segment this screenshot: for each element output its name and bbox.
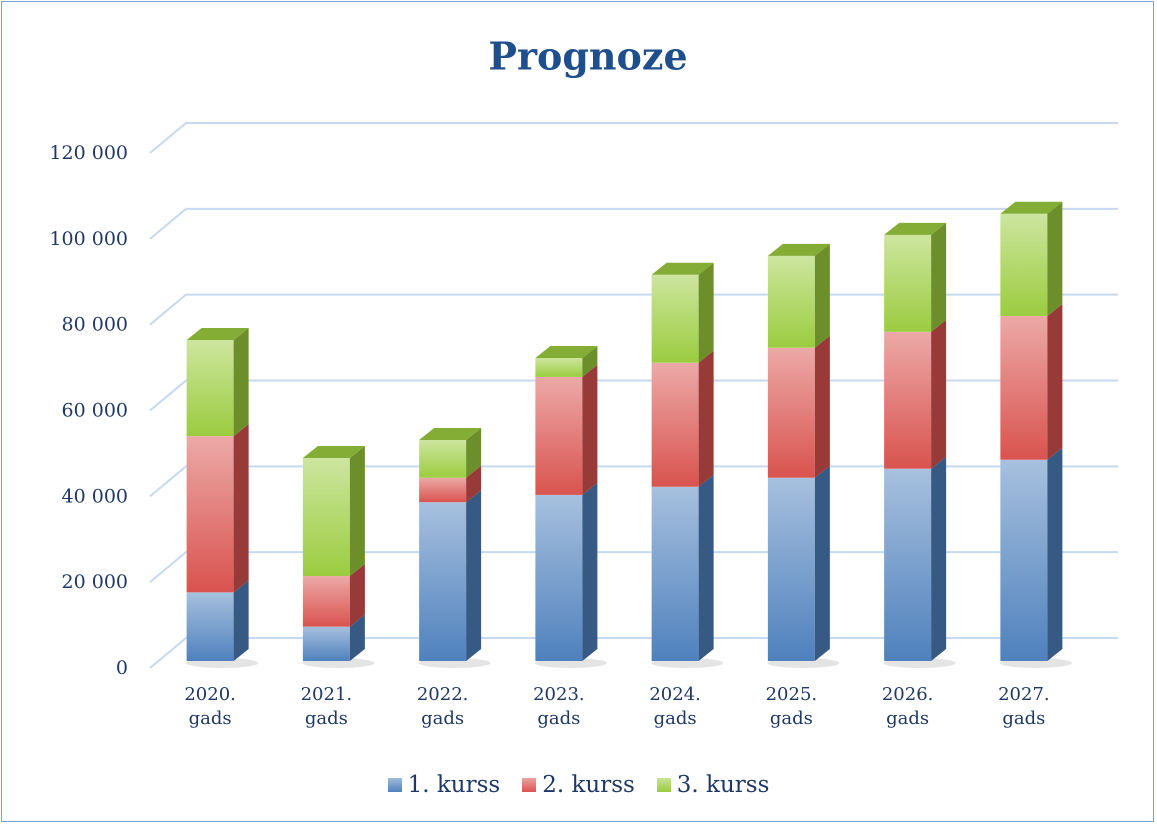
bar bbox=[419, 477, 467, 503]
grid-line bbox=[149, 379, 1118, 412]
bar bbox=[535, 376, 583, 495]
bar-side bbox=[1047, 201, 1063, 316]
bar-side bbox=[233, 327, 249, 437]
y-tick-label: 40 000 bbox=[62, 485, 128, 507]
bar-side bbox=[698, 350, 714, 487]
bar-side bbox=[931, 456, 947, 661]
bar-side bbox=[698, 474, 714, 661]
bar bbox=[884, 331, 932, 469]
bar-side bbox=[814, 335, 830, 478]
bar-side bbox=[349, 614, 365, 661]
bar-side bbox=[466, 465, 482, 503]
legend-item: 2. kurss bbox=[522, 772, 635, 798]
bar bbox=[767, 347, 815, 478]
x-tick-label: 2021. gads bbox=[300, 684, 353, 729]
x-tick-label: 2022. gads bbox=[416, 684, 469, 729]
grid-line bbox=[149, 207, 1118, 240]
bar-side bbox=[814, 465, 830, 661]
bar bbox=[651, 486, 699, 661]
bar bbox=[186, 592, 234, 661]
bar bbox=[1000, 213, 1048, 316]
bar-top bbox=[767, 243, 830, 256]
bar bbox=[186, 339, 234, 437]
bar-side bbox=[582, 364, 598, 495]
y-tick-label: 0 bbox=[116, 657, 128, 679]
x-tick-label: 2027. gads bbox=[998, 684, 1050, 729]
bar bbox=[1000, 315, 1048, 460]
legend-label: 3. kurss bbox=[676, 772, 770, 798]
bar bbox=[1000, 459, 1048, 661]
bar-top bbox=[302, 446, 365, 459]
bar bbox=[884, 468, 932, 661]
x-tick-label: 2023. gads bbox=[533, 684, 585, 729]
bar-side bbox=[466, 427, 482, 478]
grid-line bbox=[149, 293, 1118, 326]
grid-line bbox=[149, 122, 1118, 154]
bar bbox=[302, 576, 350, 627]
bar-side bbox=[233, 580, 249, 661]
y-tick-label: 20 000 bbox=[62, 571, 128, 593]
bar bbox=[767, 477, 815, 661]
bar bbox=[302, 626, 350, 661]
bar bbox=[302, 458, 350, 577]
bar-side bbox=[931, 222, 947, 332]
bar-side bbox=[931, 319, 947, 469]
bar bbox=[535, 494, 583, 661]
y-tick-label: 60 000 bbox=[62, 400, 128, 422]
legend-item: 1. kurss bbox=[387, 772, 501, 798]
y-tick-label: 80 000 bbox=[62, 314, 128, 336]
bar-top bbox=[419, 427, 482, 440]
x-tick-label: 2024. gads bbox=[649, 684, 701, 729]
bar-side bbox=[1047, 303, 1063, 460]
chart-title: Prognoze bbox=[488, 34, 687, 79]
bar bbox=[767, 255, 815, 348]
bar-top bbox=[1000, 201, 1063, 214]
legend-swatch bbox=[387, 778, 402, 792]
grid-line bbox=[149, 637, 1118, 669]
legend: 1. kurss 2. kurss 3. kurss bbox=[0, 772, 1157, 798]
bar-side bbox=[349, 564, 365, 627]
x-tick-label: 2020. gads bbox=[184, 684, 236, 729]
bar bbox=[186, 436, 234, 593]
bar-side bbox=[1047, 447, 1063, 661]
x-tick-label: 2025. gads bbox=[765, 684, 818, 729]
bar-top bbox=[884, 222, 947, 235]
legend-item: 3. kurss bbox=[656, 772, 770, 798]
bar-top bbox=[186, 327, 249, 340]
y-tick-label: 100 000 bbox=[49, 228, 128, 250]
bar-side bbox=[349, 446, 365, 577]
grid-line bbox=[149, 551, 1118, 583]
bar bbox=[535, 358, 583, 377]
bar-side bbox=[814, 243, 830, 348]
bar bbox=[651, 274, 699, 363]
bar-side bbox=[582, 346, 598, 377]
legend-label: 1. kurss bbox=[407, 772, 501, 798]
bar-side bbox=[233, 424, 249, 593]
bar-top bbox=[535, 346, 598, 359]
bar-top bbox=[651, 262, 714, 275]
y-tick-label: 120 000 bbox=[49, 142, 128, 164]
legend-swatch bbox=[522, 778, 537, 792]
bar bbox=[884, 234, 932, 332]
bar-side bbox=[466, 490, 482, 661]
bar-side bbox=[582, 482, 598, 661]
x-tick-label: 2026. gads bbox=[881, 684, 934, 729]
bar bbox=[651, 362, 699, 487]
bar-side bbox=[698, 262, 714, 363]
bar bbox=[419, 502, 467, 661]
bar bbox=[419, 439, 467, 478]
grid-line bbox=[149, 465, 1118, 498]
legend-label: 2. kurss bbox=[542, 772, 635, 798]
legend-swatch bbox=[656, 778, 671, 792]
